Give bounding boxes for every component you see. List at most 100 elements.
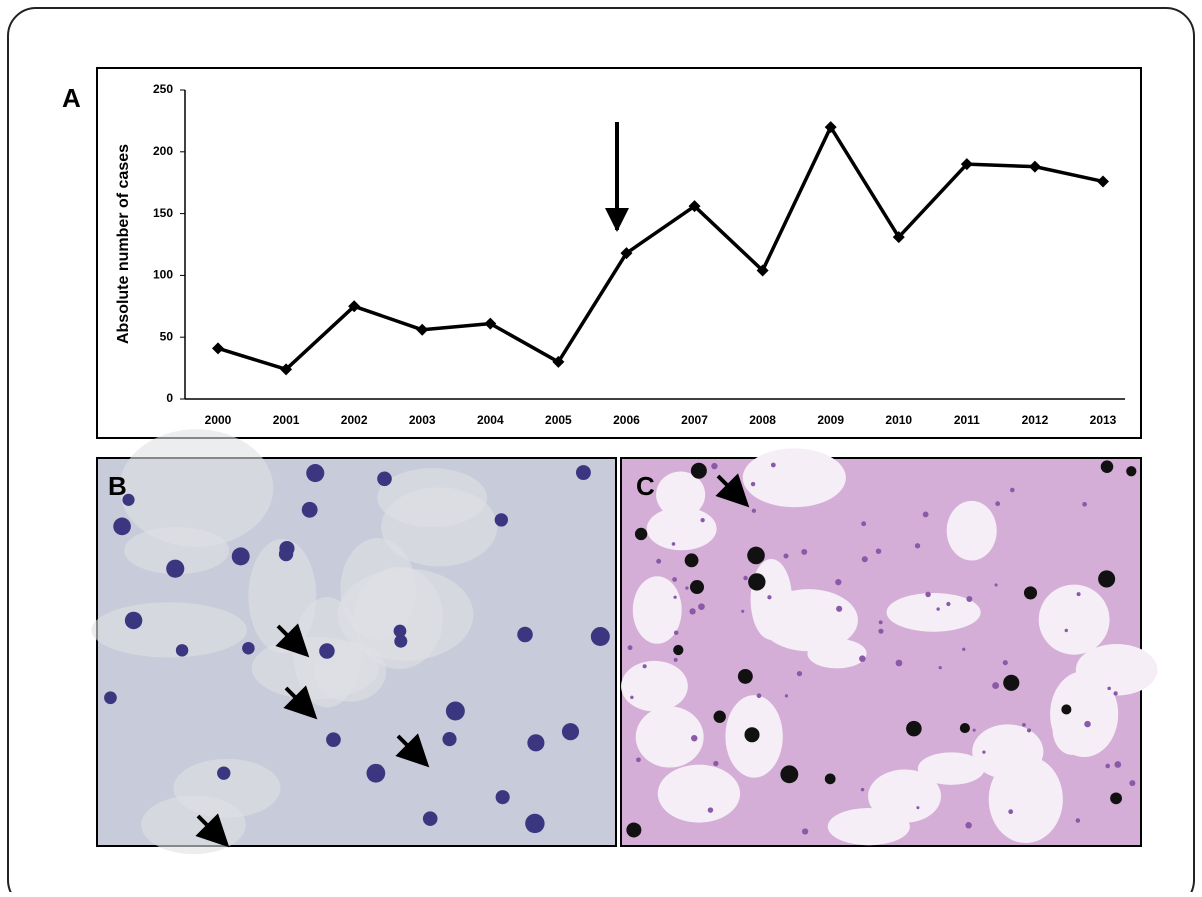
- granule: [916, 806, 919, 809]
- granule: [751, 482, 755, 486]
- x-tick-label: 2006: [613, 413, 640, 427]
- granule: [711, 463, 717, 469]
- granule: [700, 518, 704, 522]
- granule: [1084, 721, 1090, 727]
- cell: [113, 518, 131, 536]
- granule: [685, 586, 688, 589]
- panel-label: C: [636, 471, 655, 501]
- shade: [338, 569, 474, 661]
- micrograph-b: [91, 429, 616, 854]
- cell: [517, 627, 533, 643]
- x-tick-label: 2002: [341, 413, 368, 427]
- granule: [656, 559, 661, 564]
- cell: [685, 553, 699, 567]
- granule: [713, 761, 718, 766]
- cell: [495, 513, 508, 526]
- x-tick-label: 2004: [477, 413, 504, 427]
- x-tick-label: 2000: [205, 413, 232, 427]
- clear-area: [621, 661, 688, 712]
- clear-area: [947, 501, 997, 561]
- cell: [104, 691, 117, 704]
- granule: [995, 583, 998, 586]
- granule: [992, 682, 999, 689]
- granule: [878, 629, 883, 634]
- clear-area: [1039, 585, 1110, 655]
- granule: [836, 606, 842, 612]
- cell: [690, 580, 704, 594]
- clear-area: [828, 808, 910, 845]
- granule: [628, 645, 633, 650]
- granule: [835, 579, 841, 585]
- x-tick-label: 2010: [885, 413, 912, 427]
- granule: [672, 577, 677, 582]
- granule: [973, 729, 976, 732]
- granule: [859, 655, 866, 662]
- granule: [643, 664, 647, 668]
- granule: [876, 548, 882, 554]
- y-tick-label: 50: [160, 329, 174, 343]
- granule: [802, 828, 808, 834]
- granule: [879, 620, 883, 624]
- cell: [1098, 570, 1115, 587]
- granule: [861, 521, 866, 526]
- y-tick-label: 150: [153, 206, 173, 220]
- x-tick-label: 2011: [954, 413, 980, 427]
- cell: [748, 573, 765, 590]
- granule: [757, 693, 762, 698]
- granule: [1107, 687, 1111, 691]
- y-tick-label: 100: [153, 268, 173, 282]
- x-tick-label: 2001: [273, 413, 300, 427]
- y-tick-label: 0: [166, 391, 173, 405]
- cell: [1110, 792, 1122, 804]
- x-tick-label: 2013: [1090, 413, 1117, 427]
- cell: [744, 727, 759, 742]
- granule: [936, 607, 939, 610]
- cell: [562, 723, 579, 740]
- granule: [995, 501, 1000, 506]
- panel-label: B: [108, 471, 127, 501]
- granule: [698, 603, 705, 610]
- cell: [576, 465, 591, 480]
- cell: [446, 702, 465, 721]
- cell: [496, 790, 510, 804]
- granule: [743, 576, 748, 581]
- cell: [1126, 466, 1136, 476]
- cell: [673, 645, 683, 655]
- granule: [630, 696, 633, 699]
- cell: [326, 732, 341, 747]
- granule: [1113, 691, 1117, 695]
- cell: [242, 642, 255, 655]
- granule: [674, 631, 679, 636]
- y-axis-label: Absolute number of cases: [115, 144, 132, 344]
- granule: [939, 666, 942, 669]
- granule: [1008, 809, 1013, 814]
- clear-area: [658, 765, 740, 823]
- cell: [125, 612, 142, 629]
- granule: [862, 556, 868, 562]
- cell: [366, 764, 385, 783]
- x-tick-label: 2003: [409, 413, 436, 427]
- y-tick-label: 250: [153, 82, 173, 96]
- clear-area: [743, 448, 846, 507]
- cell: [906, 721, 922, 737]
- granule: [915, 543, 920, 548]
- cell: [626, 822, 641, 837]
- cell: [176, 644, 188, 656]
- granule: [689, 608, 695, 614]
- cell: [738, 669, 753, 684]
- granule: [962, 648, 965, 651]
- cell: [232, 547, 250, 565]
- cell: [1003, 675, 1019, 691]
- granule: [674, 658, 678, 662]
- cell: [377, 472, 392, 487]
- cell: [423, 811, 438, 826]
- cell: [442, 732, 456, 746]
- granule: [1003, 660, 1008, 665]
- granule: [771, 463, 776, 468]
- cell: [306, 464, 324, 482]
- cell: [591, 627, 610, 646]
- granule: [1082, 502, 1087, 507]
- granule: [801, 549, 807, 555]
- granule: [946, 602, 950, 606]
- y-tick-label: 200: [153, 144, 173, 158]
